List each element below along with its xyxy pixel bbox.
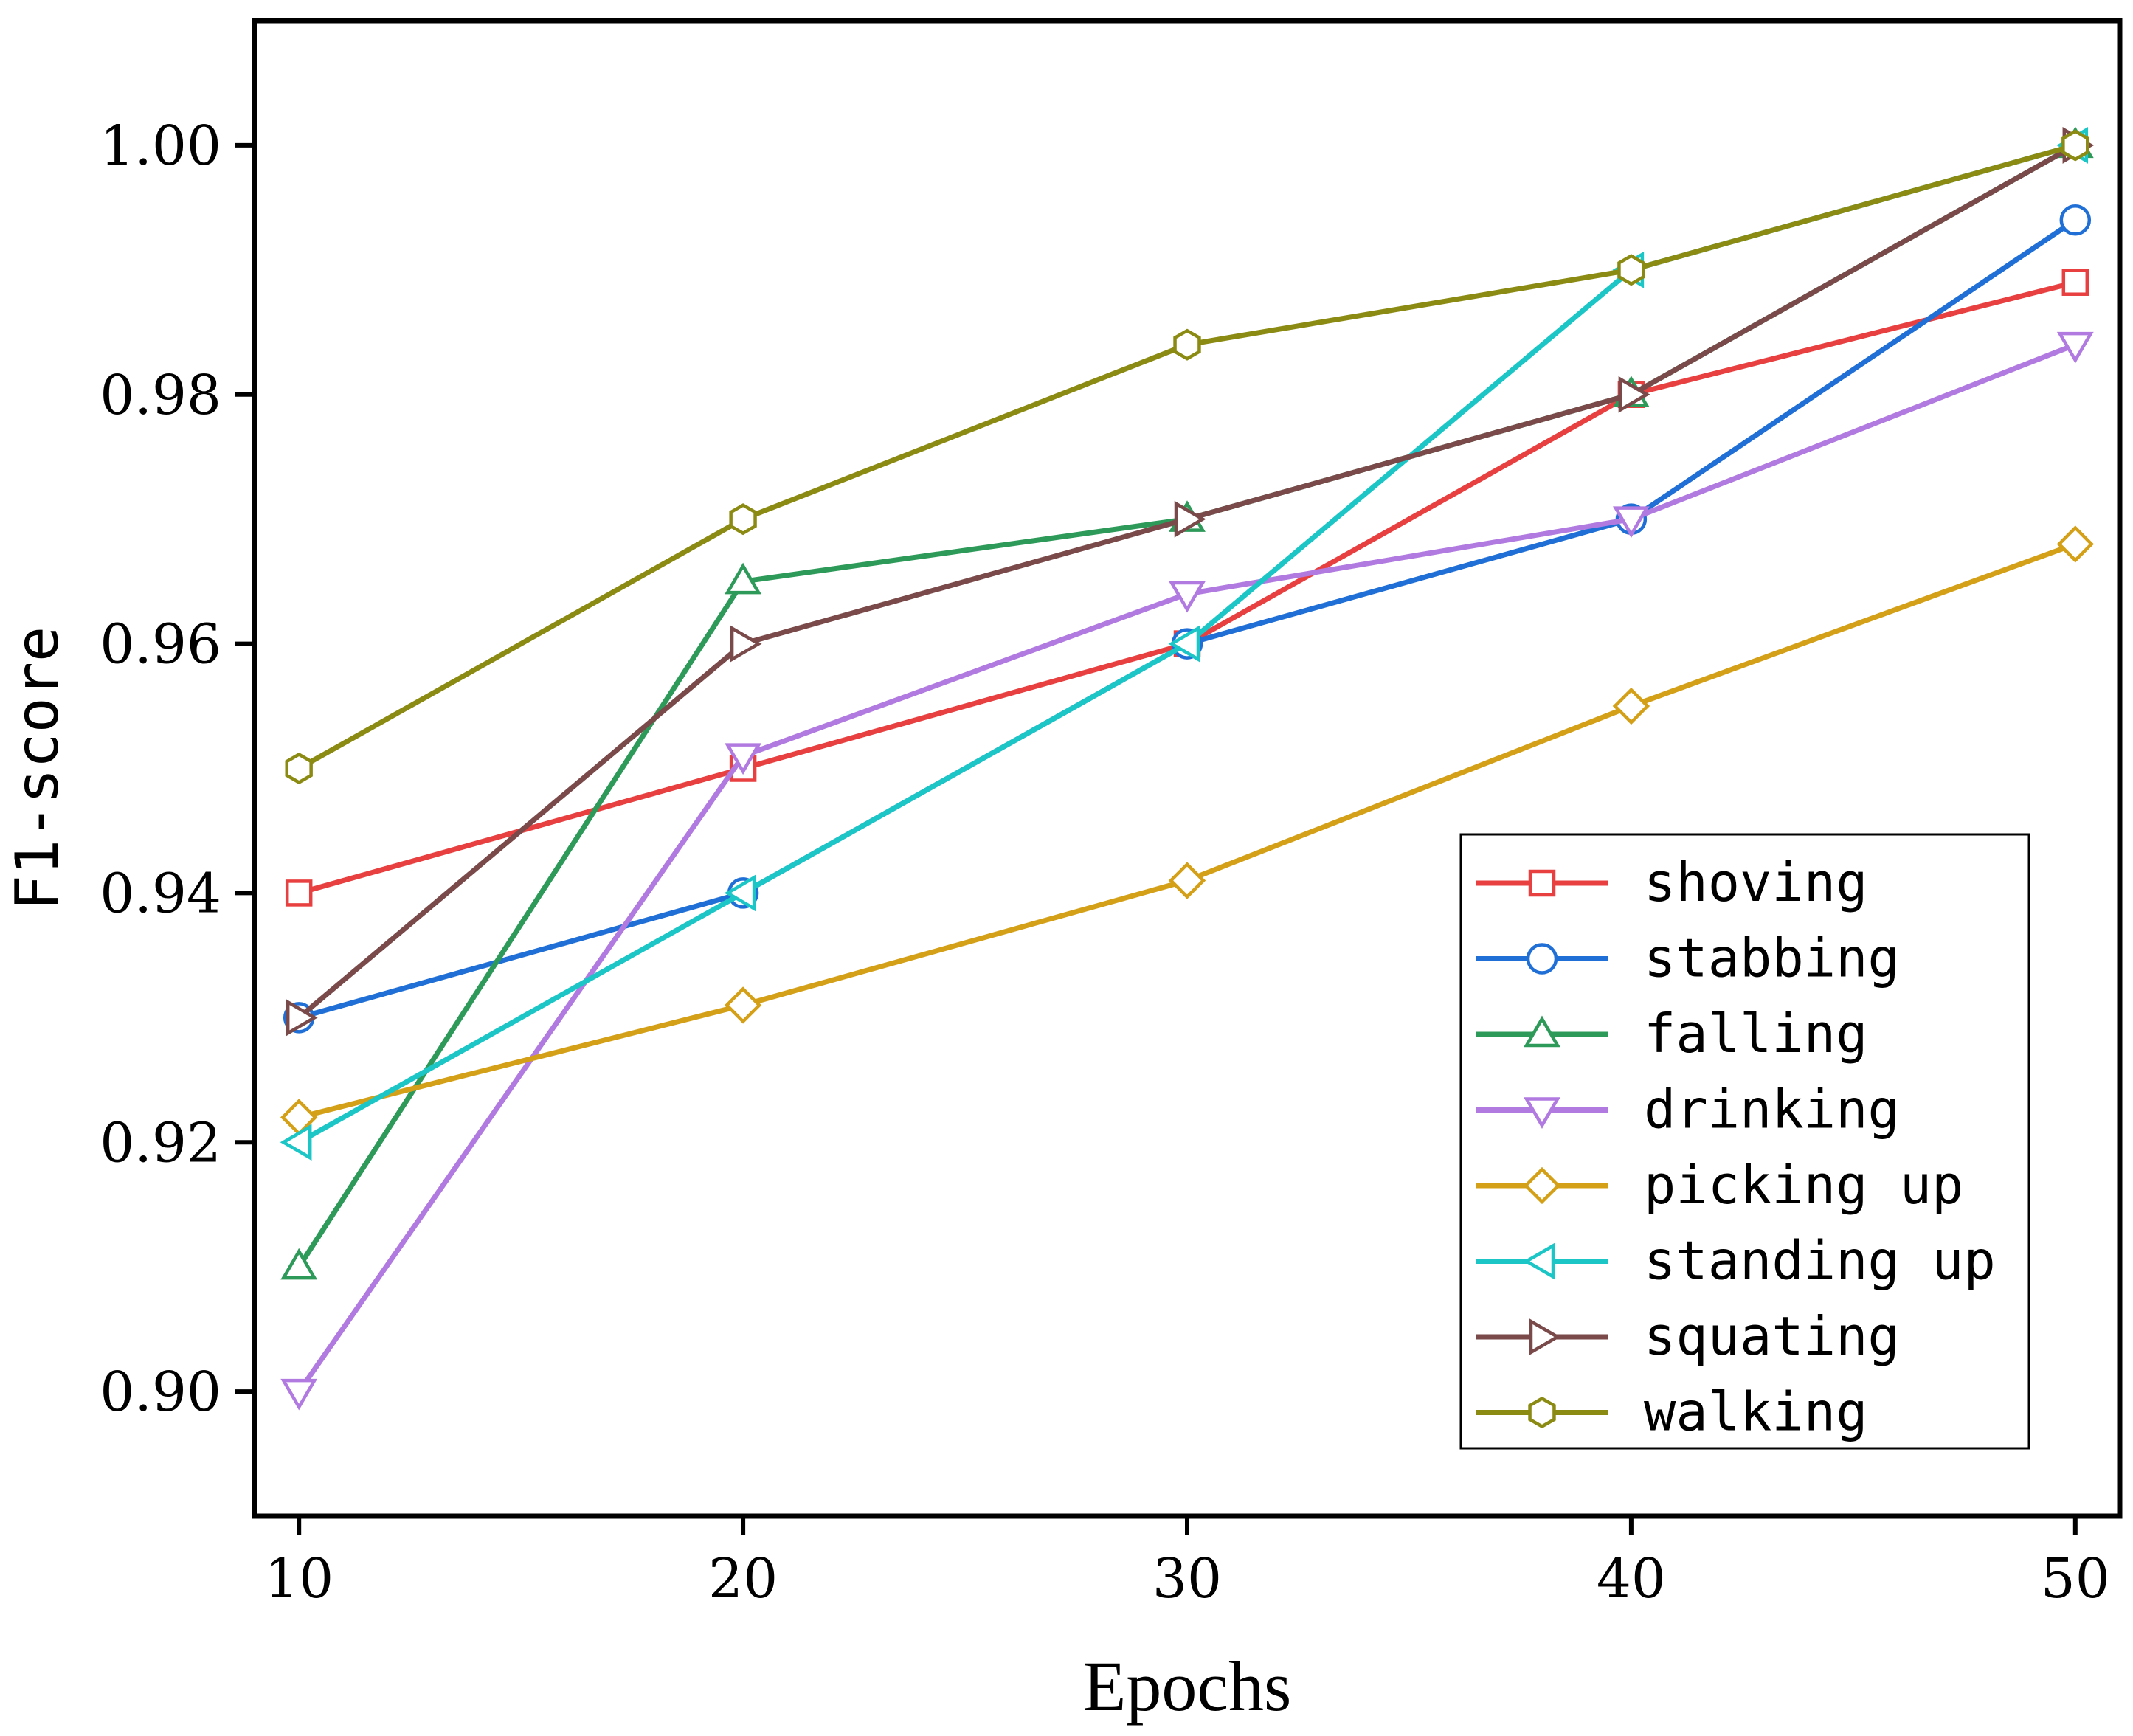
data-point-drinking <box>725 743 762 775</box>
data-point-walking <box>1173 328 1201 361</box>
legend: shoving stabbing falling drinking picking up… <box>1459 833 2030 1450</box>
legend-marker <box>1529 1318 1561 1355</box>
series-line-walking <box>297 142 2076 771</box>
series-walking <box>285 129 2089 785</box>
data-point-drinking <box>280 1378 318 1411</box>
legend-marker <box>1523 1242 1555 1280</box>
series-layer <box>280 126 2095 1411</box>
series-drinking <box>280 331 2094 1411</box>
x-tick-label: 10 <box>264 1547 333 1611</box>
data-point-walking <box>285 752 313 785</box>
data-point-drinking <box>1612 506 1650 539</box>
data-point-walking <box>2061 129 2089 162</box>
data-point-drinking <box>1169 581 1206 613</box>
legend-item-walking: walking <box>1476 1381 1867 1443</box>
data-point-picking-up <box>2056 525 2094 563</box>
data-point-standing-up <box>280 1124 312 1161</box>
legend-item-shoving: shoving <box>1476 851 1867 913</box>
legend-label: stabbing <box>1644 927 1900 989</box>
data-point-stabbing <box>2059 204 2092 236</box>
legend-marker <box>1523 1166 1561 1205</box>
y-tick-label: 0.90 <box>100 1360 221 1424</box>
data-point-picking-up <box>724 986 762 1024</box>
legend-label: drinking <box>1644 1079 1900 1141</box>
legend-label: picking up <box>1644 1154 1963 1216</box>
legend-label: shoving <box>1644 851 1867 913</box>
data-point-walking <box>729 503 757 536</box>
axis-ticks: 10 20 30 40 50 0.90 0.92 0.94 0.96 0.98 1.00 <box>100 114 2110 1611</box>
y-tick-label: 0.98 <box>100 364 221 427</box>
x-tick-label: 40 <box>1597 1547 1666 1611</box>
y-tick-label: 0.92 <box>100 1111 221 1175</box>
legend-label: standing up <box>1644 1230 1996 1292</box>
data-point-shoving <box>2061 269 2089 296</box>
data-point-falling <box>725 562 762 595</box>
y-tick-label: 0.96 <box>100 613 221 677</box>
legend-label: walking <box>1644 1381 1867 1443</box>
data-point-standing-up <box>1168 625 1200 663</box>
legend-box <box>1459 833 2030 1450</box>
legend-item-drinking: drinking <box>1476 1079 1900 1141</box>
data-point-drinking <box>2056 331 2094 364</box>
legend-label: squating <box>1644 1305 1900 1367</box>
x-tick-label: 30 <box>1152 1547 1222 1611</box>
data-point-squating <box>286 999 318 1037</box>
legend-item-picking-up: picking up <box>1476 1154 1963 1216</box>
legend-item-falling: falling <box>1476 1003 1867 1065</box>
data-point-squating <box>730 625 762 663</box>
y-axis-title: F1-score <box>3 626 72 910</box>
y-tick-label: 0.94 <box>100 862 221 925</box>
legend-marker <box>1524 1097 1560 1129</box>
data-point-picking-up <box>1612 687 1650 725</box>
legend-label: falling <box>1644 1003 1867 1065</box>
legend-marker <box>1524 1015 1560 1048</box>
legend-marker <box>1528 869 1556 897</box>
data-point-squating <box>1618 376 1650 413</box>
data-point-falling <box>280 1248 318 1280</box>
data-point-picking-up <box>1168 862 1206 899</box>
data-point-squating <box>1174 500 1206 538</box>
x-axis-title: Epochs <box>1083 1647 1292 1726</box>
legend-item-squating: squating <box>1476 1305 1900 1367</box>
legend-item-stabbing: stabbing <box>1476 927 1900 989</box>
x-tick-label: 50 <box>2041 1547 2110 1611</box>
legend-item-standing-up: standing up <box>1476 1230 1996 1292</box>
y-tick-label: 1.00 <box>100 114 221 178</box>
series-picking-up <box>280 525 2094 1136</box>
data-point-shoving <box>285 879 313 907</box>
legend-marker <box>1526 943 1558 975</box>
legend-marker <box>1528 1396 1556 1429</box>
data-point-standing-up <box>724 874 756 912</box>
x-tick-label: 20 <box>708 1547 778 1611</box>
data-point-walking <box>1617 254 1645 286</box>
